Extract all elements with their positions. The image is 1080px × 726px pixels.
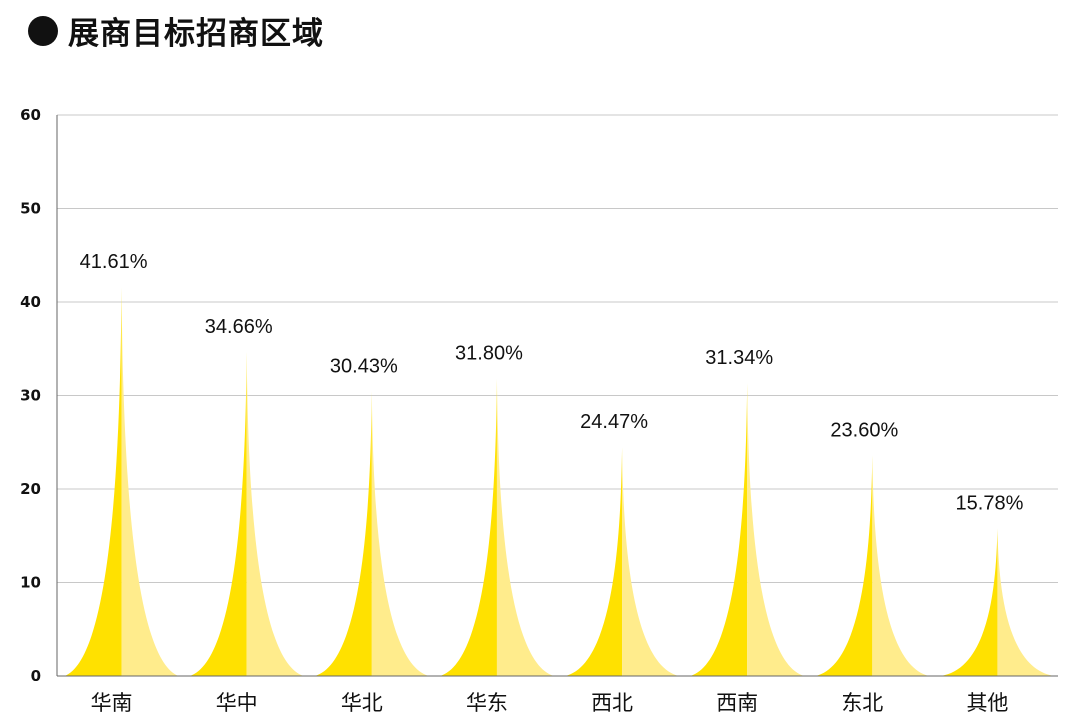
bar-left-half [189,351,247,676]
data-label: 24.47% [580,411,648,433]
bar-left-half [314,391,372,676]
category-label: 西北 [591,691,633,715]
data-label: 15.78% [956,492,1024,514]
chart-title: 展商目标招商区域 [68,16,324,52]
category-label: 华南 [91,691,133,715]
y-tick-label: 60 [20,106,41,124]
data-label: 30.43% [330,355,398,377]
bar-left-half [565,447,623,676]
bar-left-half [64,286,122,676]
y-tick-label: 40 [20,293,41,311]
data-labels: 41.61% 34.66% 30.43% 31.80% 24.47% 31.34% 23.6… [80,251,1024,515]
data-label: 31.80% [455,343,523,365]
category-label: 华中 [216,691,258,715]
category-label: 东北 [841,691,883,715]
bar-left-half [690,382,748,676]
category-label: 西南 [716,691,758,715]
data-label: 31.34% [705,347,773,369]
bar-right-half [246,351,304,676]
bullet-icon [28,15,58,46]
bar-left-half [940,528,998,676]
bar-right-half [747,382,805,676]
category-label: 华北 [341,691,383,715]
grid-lines [57,114,1058,583]
chart-title-row: 展商目标招商区域 [28,8,324,53]
bar-right-half [622,447,680,676]
category-label: 其他 [966,691,1008,715]
y-tick-label: 10 [20,574,41,592]
bar-right-half [997,528,1055,676]
bar-left-half [815,455,873,676]
bar-right-half [496,378,554,676]
category-labels: 华南 华中 华北 华东 西北 西南 东北 其他 [91,691,1009,715]
data-label: 23.60% [830,419,898,441]
category-label: 华东 [466,691,508,715]
bar-right-half [872,455,930,676]
y-tick-label: 30 [20,387,41,405]
y-tick-label: 20 [20,480,41,498]
bar-right-half [371,391,429,676]
bars [64,286,1055,676]
bar-left-half [439,378,497,676]
data-label: 34.66% [205,316,273,338]
y-axis-ticks: 0 10 20 30 40 50 60 [20,106,41,685]
bar-right-half [121,286,179,676]
y-tick-label: 0 [31,667,41,685]
y-tick-label: 50 [20,200,41,218]
data-label: 41.61% [80,251,148,273]
